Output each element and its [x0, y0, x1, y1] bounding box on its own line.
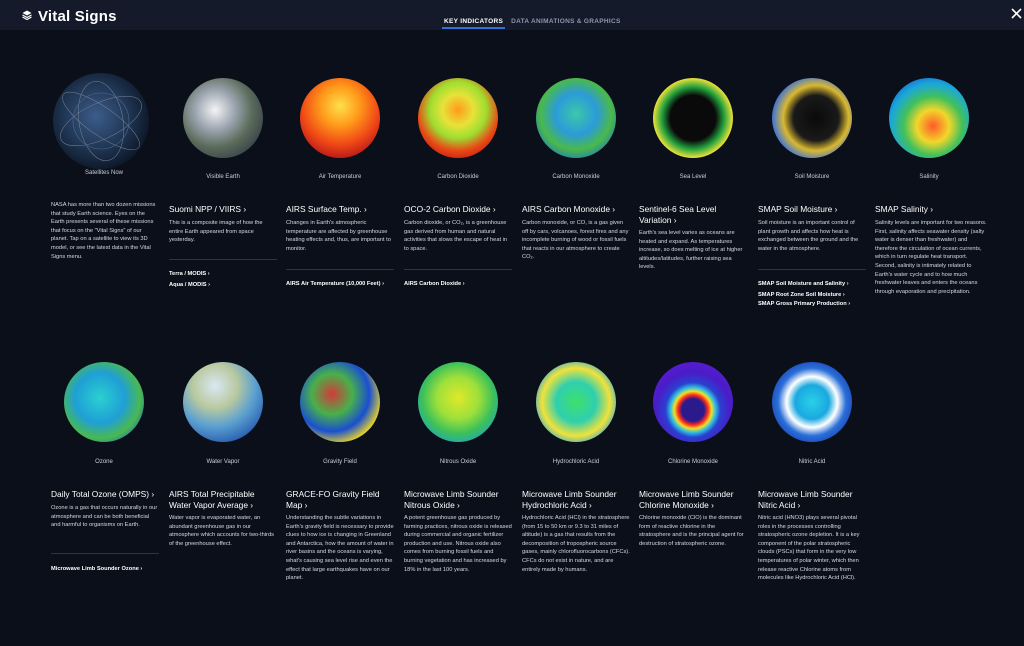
close-icon[interactable] [1011, 6, 1022, 24]
description-chlorine-monoxide: Chlorine monoxide (ClO) is the dominant … [639, 515, 744, 547]
description-ozone: Ozone is a gas that occurs naturally in … [51, 505, 158, 529]
link-smap-soil-moisture-salinity[interactable]: SMAP Soil Moisture and Salinity › [758, 281, 849, 287]
thumb-label-carbon-monoxide: Carbon Monoxide [552, 174, 600, 180]
page-title: Vital Signs [38, 7, 117, 25]
divider [286, 269, 394, 270]
water-vapor-thumbnail[interactable] [183, 362, 263, 442]
link-mls-ozone[interactable]: Microwave Limb Sounder Ozone › [51, 566, 143, 572]
thumb-label-gravity-field: Gravity Field [323, 459, 357, 465]
heading-oco2-carbon-dioxide[interactable]: OCO-2 Carbon Dioxide › [404, 204, 496, 214]
nitrous-oxide-thumbnail[interactable] [418, 362, 498, 442]
soil-moisture-thumbnail[interactable] [772, 78, 852, 158]
heading-mls-nitric-acid[interactable]: Microwave Limb Sounder Nitric Acid › [758, 489, 853, 510]
description-nitrous-oxide: A potent greenhouse gas produced by farm… [404, 515, 512, 573]
description-carbon-monoxide: Carbon monoxide, or CO, is a gas given o… [522, 220, 629, 261]
thumb-label-visible-earth: Visible Earth [206, 174, 240, 180]
thumb-label-hydrochloric-acid: Hydrochloric Acid [552, 459, 600, 465]
divider [51, 553, 159, 554]
description-satellites-now: NASA has more than two dozen missions th… [51, 202, 156, 260]
thumb-label-ozone: Ozone [95, 459, 113, 465]
description-hydrochloric-acid: Hydrochloric Acid (HCl) in the stratosph… [522, 515, 630, 573]
link-smap-root-zone[interactable]: SMAP Root Zone Soil Moisture › [758, 292, 845, 298]
thumb-label-air-temperature: Air Temperature [318, 174, 362, 180]
heading-airs-water-vapor[interactable]: AIRS Total Precipitable Water Vapor Aver… [169, 489, 255, 510]
heading-mls-nitrous-oxide[interactable]: Microwave Limb Sounder Nitrous Oxide › [404, 489, 499, 510]
salinity-thumbnail[interactable] [889, 78, 969, 158]
satellites-now-thumbnail[interactable] [53, 73, 149, 169]
carbon-monoxide-thumbnail[interactable] [536, 78, 616, 158]
layers-icon [22, 7, 32, 25]
thumb-label-carbon-dioxide: Carbon Dioxide [437, 174, 479, 180]
description-salinity: Salinity levels are important for two re… [875, 220, 987, 295]
tab-key-indicators[interactable]: KEY INDICATORS [441, 0, 506, 30]
description-water-vapor: Water vapor is evaporated water, an abun… [169, 515, 274, 547]
carbon-dioxide-thumbnail[interactable] [418, 78, 498, 158]
thumb-label-sea-level: Sea Level [679, 174, 707, 180]
thumb-label-nitric-acid: Nitric Acid [798, 459, 826, 465]
description-soil-moisture: Soil moisture is an important control of… [758, 220, 859, 252]
heading-mls-chlorine-monoxide[interactable]: Microwave Limb Sounder Chlorine Monoxide… [639, 489, 734, 510]
chlorine-monoxide-thumbnail[interactable] [653, 362, 733, 442]
thumb-label-water-vapor: Water Vapor [206, 459, 240, 465]
brand: Vital Signs [22, 7, 117, 25]
heading-suomi-npp-viirs[interactable]: Suomi NPP / VIIRS › [169, 204, 247, 214]
nitric-acid-thumbnail[interactable] [772, 362, 852, 442]
divider [758, 269, 866, 270]
thumb-label-chlorine-monoxide: Chlorine Monoxide [667, 459, 719, 465]
description-nitric-acid: Nitric acid (HNO3) plays several pivotal… [758, 515, 860, 582]
tab-bar: KEY INDICATORS DATA ANIMATIONS & GRAPHIC… [441, 0, 621, 30]
description-sea-level: Earth's sea level varies as oceans are h… [639, 230, 743, 271]
divider [169, 259, 277, 260]
description-air-temperature: Changes in Earth's atmospheric temperatu… [286, 220, 391, 252]
description-carbon-dioxide: Carbon dioxide, or CO₂, is a greenhouse … [404, 220, 508, 252]
heading-sentinel6-sea-level[interactable]: Sentinel-6 Sea Level Variation › [639, 204, 717, 225]
thumb-label-nitrous-oxide: Nitrous Oxide [439, 459, 477, 465]
link-smap-gross-primary-production[interactable]: SMAP Gross Primary Production › [758, 301, 851, 307]
heading-daily-total-ozone[interactable]: Daily Total Ozone (OMPS) › [51, 489, 155, 499]
thumb-label-soil-moisture: Soil Moisture [794, 174, 830, 180]
heading-airs-surface-temp[interactable]: AIRS Surface Temp. › [286, 204, 367, 214]
thumb-label-satellites-now: Satellites Now [84, 170, 123, 176]
heading-smap-soil-moisture[interactable]: SMAP Soil Moisture › [758, 204, 838, 214]
air-temperature-thumbnail[interactable] [300, 78, 380, 158]
tab-data-animations[interactable]: DATA ANIMATIONS & GRAPHICS [511, 18, 621, 25]
heading-grace-fo-gravity[interactable]: GRACE-FO Gravity Field Map › [286, 489, 380, 510]
link-airs-air-temperature[interactable]: AIRS Air Temperature (10,000 Feet) › [286, 281, 384, 287]
top-bar: Vital Signs KEY INDICATORS DATA ANIMATIO… [0, 0, 1024, 30]
heading-airs-carbon-monoxide[interactable]: AIRS Carbon Monoxide › [522, 204, 616, 214]
link-airs-carbon-dioxide[interactable]: AIRS Carbon Dioxide › [404, 281, 465, 287]
hydrochloric-acid-thumbnail[interactable] [536, 362, 616, 442]
visible-earth-thumbnail[interactable] [183, 78, 263, 158]
sea-level-thumbnail[interactable] [653, 78, 733, 158]
description-gravity-field: Understanding the subtle variations in E… [286, 515, 394, 582]
gravity-field-thumbnail[interactable] [300, 362, 380, 442]
ozone-thumbnail[interactable] [64, 362, 144, 442]
description-visible-earth: This is a composite image of how the ent… [169, 220, 263, 244]
heading-mls-hydrochloric-acid[interactable]: Microwave Limb Sounder Hydrochloric Acid… [522, 489, 617, 510]
divider [404, 269, 512, 270]
heading-smap-salinity[interactable]: SMAP Salinity › [875, 204, 934, 214]
link-terra-modis[interactable]: Terra / MODIS › [169, 271, 210, 277]
link-aqua-modis[interactable]: Aqua / MODIS › [169, 282, 211, 288]
thumb-label-salinity: Salinity [919, 174, 939, 180]
